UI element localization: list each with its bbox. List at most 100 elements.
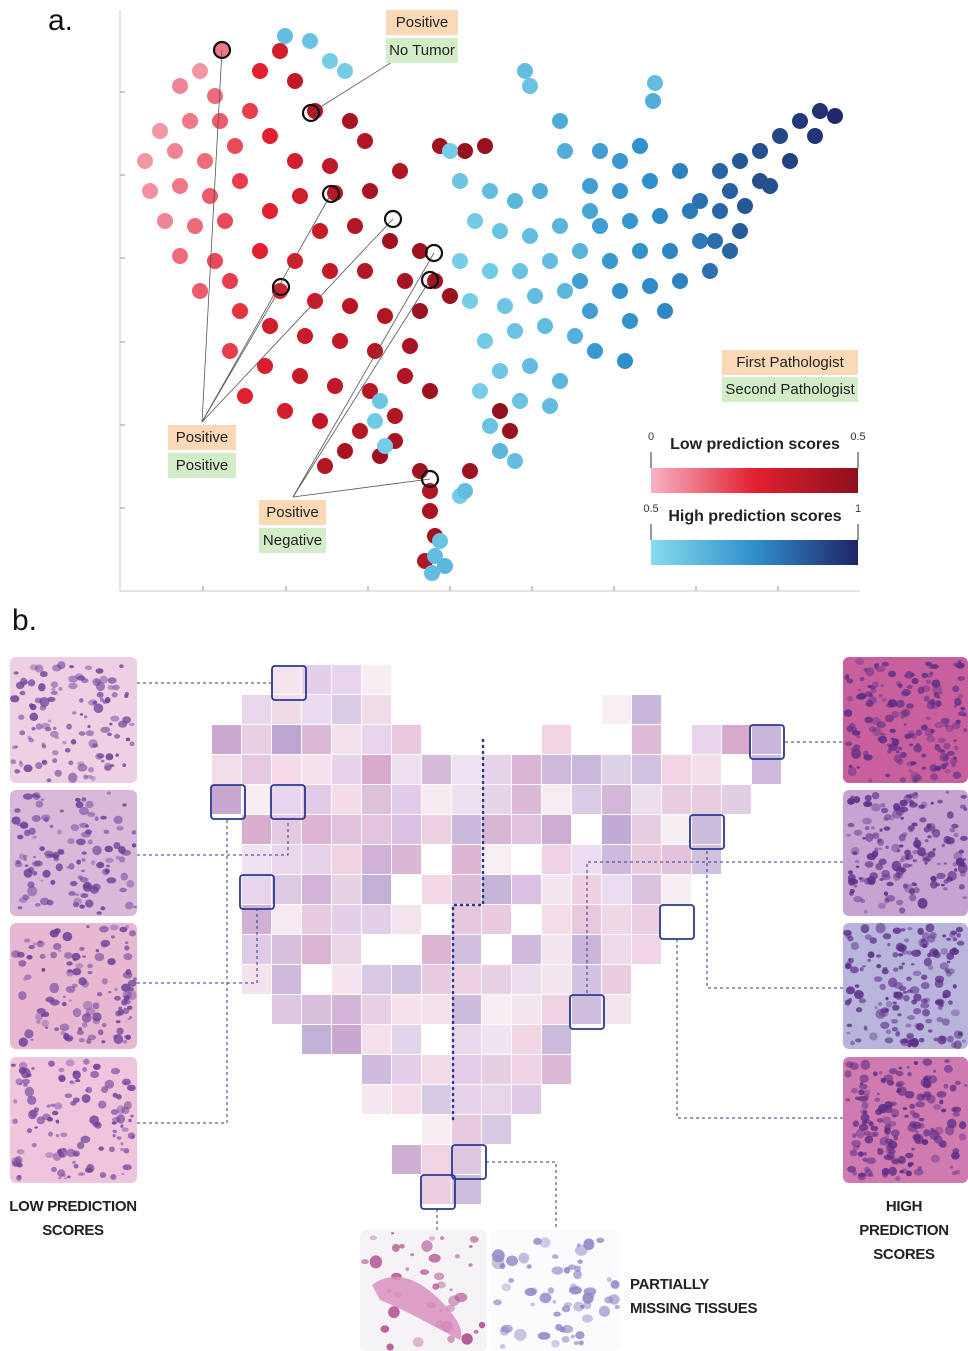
- point: [422, 383, 438, 399]
- point: [332, 333, 348, 349]
- nucleus: [907, 685, 913, 689]
- nucleus: [95, 816, 99, 821]
- nucleus: [889, 1167, 897, 1176]
- connector: [137, 819, 227, 1123]
- tissue-tile: [332, 965, 361, 994]
- nucleus: [951, 1042, 956, 1048]
- tissue-tile: [302, 815, 331, 844]
- tissue-tile: [272, 905, 301, 934]
- nucleus: [891, 1129, 900, 1136]
- nucleus: [952, 937, 957, 941]
- point: [657, 303, 673, 319]
- point: [172, 78, 188, 94]
- point: [452, 173, 468, 189]
- point: [692, 233, 708, 249]
- nucleus: [941, 1109, 946, 1113]
- point: [592, 218, 608, 234]
- point: [462, 293, 478, 309]
- point: [442, 288, 458, 304]
- tissue-tile: [362, 1055, 391, 1084]
- nucleus: [98, 1029, 104, 1035]
- nucleus: [849, 765, 853, 768]
- point: [432, 533, 448, 549]
- nucleus: [101, 942, 108, 947]
- nucleus: [896, 900, 903, 906]
- nucleus: [64, 952, 72, 959]
- nucleus: [889, 1068, 898, 1074]
- annotation-text: Positive: [176, 429, 229, 446]
- tissue-tile: [512, 1055, 541, 1084]
- nucleus: [954, 868, 957, 871]
- nucleus: [33, 942, 36, 945]
- nucleus: [912, 882, 916, 886]
- nucleus: [112, 1134, 115, 1137]
- nucleus: [951, 1107, 957, 1112]
- nucleus: [66, 1059, 75, 1066]
- nucleus: [908, 733, 914, 738]
- nucleus: [925, 924, 934, 933]
- nucleus: [946, 791, 949, 794]
- tissue-tile: [302, 905, 331, 934]
- nucleus: [50, 952, 57, 958]
- nucleus: [855, 1097, 861, 1101]
- nucleus: [896, 1081, 905, 1086]
- nucleus: [60, 1031, 66, 1035]
- point: [257, 358, 273, 374]
- nucleus: [52, 1111, 58, 1116]
- nucleus: [92, 743, 98, 747]
- nucleus: [944, 1065, 953, 1073]
- nucleus: [54, 1102, 63, 1109]
- point: [827, 108, 843, 124]
- nucleus: [946, 971, 952, 976]
- nucleus: [54, 770, 61, 777]
- tissue-tile: [332, 755, 361, 784]
- nucleus: [124, 1082, 127, 1085]
- nucleus: [14, 769, 20, 773]
- nucleus: [81, 678, 88, 683]
- nucleus: [898, 953, 903, 956]
- nucleus: [361, 1259, 369, 1264]
- nucleus: [879, 694, 884, 698]
- nucleus: [38, 941, 42, 944]
- nucleus: [518, 1253, 529, 1264]
- nucleus: [43, 1012, 50, 1017]
- nucleus: [848, 767, 857, 776]
- tissue-tile: [632, 935, 661, 964]
- tissue-tile: [452, 1085, 481, 1114]
- nucleus: [123, 990, 132, 999]
- point: [327, 378, 343, 394]
- nucleus: [892, 711, 900, 718]
- nucleus: [877, 1093, 880, 1095]
- nucleus: [62, 1148, 66, 1152]
- nucleus: [92, 884, 100, 891]
- nucleus: [128, 1133, 136, 1139]
- left-caption: LOW PREDICTION SCORES: [4, 1195, 142, 1243]
- tissue-tile: [242, 815, 271, 844]
- nucleus: [941, 750, 945, 753]
- point: [522, 78, 538, 94]
- nucleus: [957, 941, 964, 946]
- nucleus: [899, 986, 907, 991]
- right-caption: HIGH PREDICTION SCORES: [840, 1195, 968, 1267]
- nucleus: [38, 683, 46, 691]
- nucleus: [93, 701, 97, 703]
- nucleus: [579, 1341, 584, 1346]
- nucleus: [893, 967, 898, 971]
- nucleus: [25, 1087, 34, 1097]
- tissue-image: [491, 1230, 620, 1351]
- point: [312, 413, 328, 429]
- nucleus: [35, 762, 42, 769]
- point: [377, 438, 393, 454]
- tissue-tile: [542, 845, 571, 874]
- point: [672, 273, 688, 289]
- nucleus: [941, 884, 945, 886]
- nucleus: [858, 1151, 864, 1156]
- nucleus: [12, 1161, 18, 1167]
- nucleus: [391, 1232, 394, 1234]
- nucleus: [117, 1009, 124, 1015]
- nucleus: [79, 823, 87, 828]
- point: [572, 243, 588, 259]
- nucleus: [68, 863, 74, 870]
- nucleus: [865, 826, 869, 830]
- tissue-tile: [332, 785, 361, 814]
